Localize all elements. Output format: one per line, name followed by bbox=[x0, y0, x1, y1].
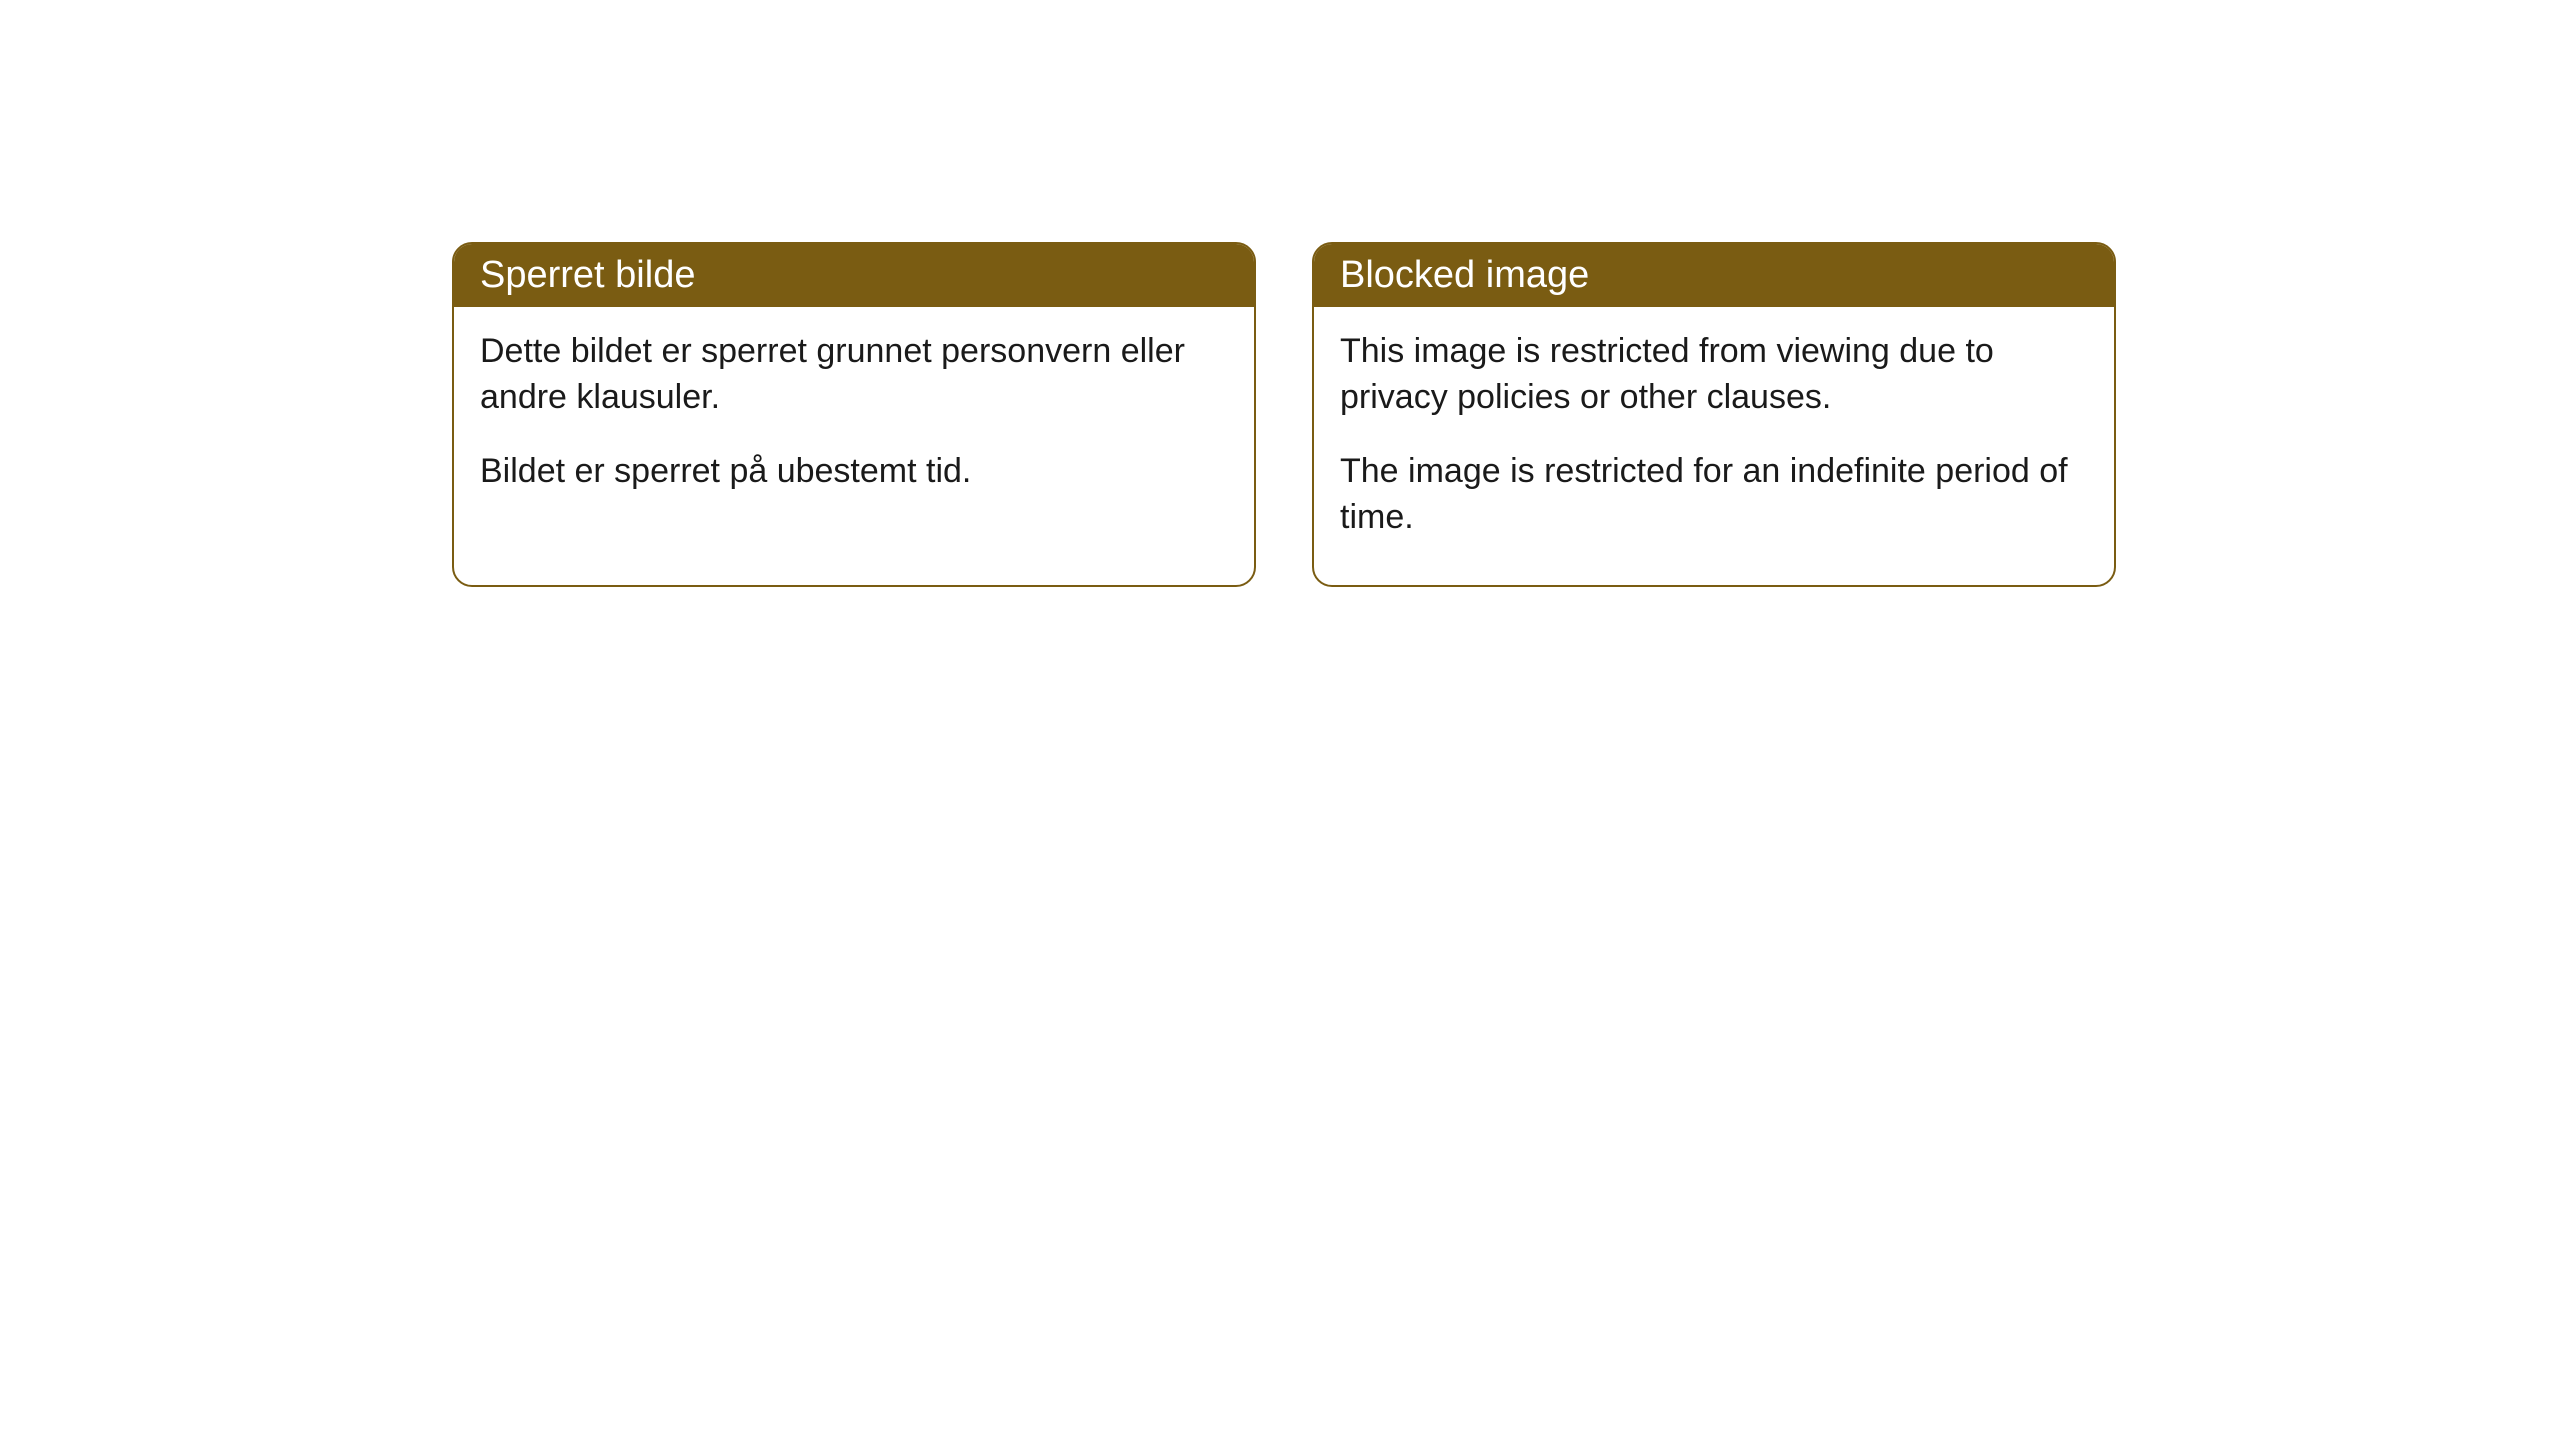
card-header-en: Blocked image bbox=[1314, 244, 2114, 307]
card-body-en: This image is restricted from viewing du… bbox=[1314, 307, 2114, 585]
card-body-no: Dette bildet er sperret grunnet personve… bbox=[454, 307, 1254, 539]
card-paragraph-2-en: The image is restricted for an indefinit… bbox=[1340, 449, 2088, 541]
cards-container: Sperret bilde Dette bildet er sperret gr… bbox=[0, 0, 2560, 587]
blocked-image-card-no: Sperret bilde Dette bildet er sperret gr… bbox=[452, 242, 1256, 587]
card-paragraph-1-no: Dette bildet er sperret grunnet personve… bbox=[480, 329, 1228, 421]
card-paragraph-2-no: Bildet er sperret på ubestemt tid. bbox=[480, 449, 1228, 495]
card-paragraph-1-en: This image is restricted from viewing du… bbox=[1340, 329, 2088, 421]
card-header-no: Sperret bilde bbox=[454, 244, 1254, 307]
blocked-image-card-en: Blocked image This image is restricted f… bbox=[1312, 242, 2116, 587]
